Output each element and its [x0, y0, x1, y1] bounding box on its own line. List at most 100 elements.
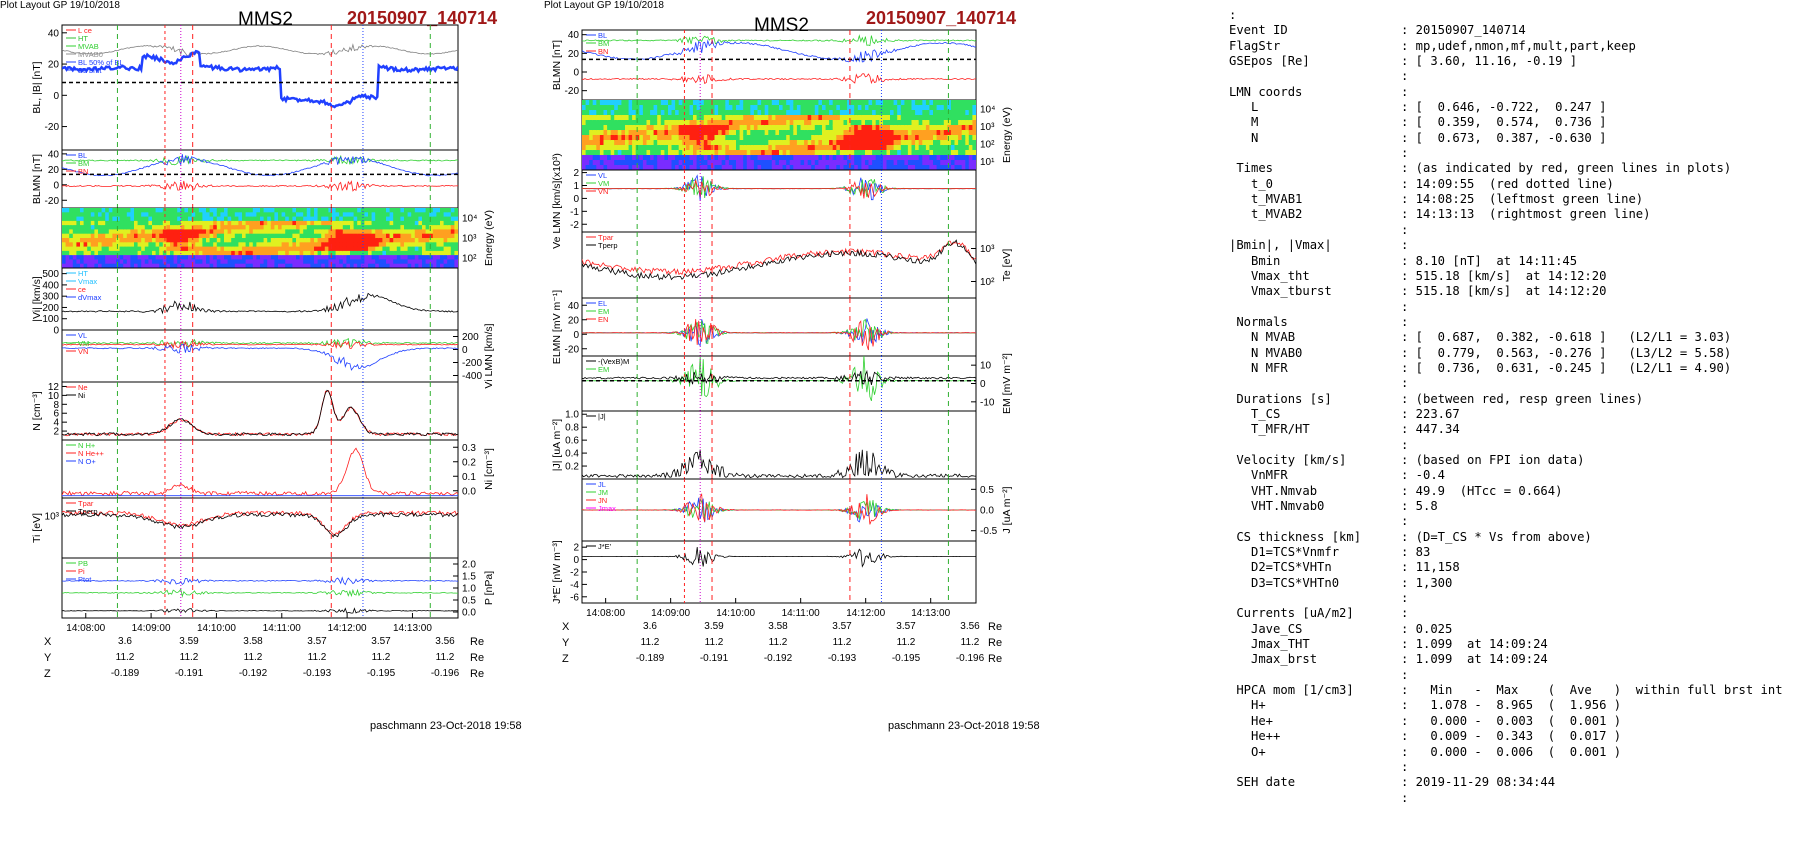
- spectrogram-cell: [173, 212, 178, 218]
- spectrogram-cell: [209, 220, 214, 226]
- series-line: [582, 449, 976, 479]
- spectrogram-cell: [141, 212, 146, 218]
- spectrogram-cell: [393, 263, 398, 268]
- spectrogram-cell: [454, 212, 458, 218]
- spectrogram-cell: [818, 140, 823, 146]
- spectrogram-cell: [882, 105, 888, 111]
- spectrogram-cell: [775, 155, 780, 161]
- spectrogram-cell: [299, 259, 304, 265]
- spectrogram-cell: [371, 208, 376, 213]
- spectrogram-cell: [332, 225, 337, 230]
- spectrogram-cell: [678, 150, 683, 156]
- spectrogram-cell: [116, 212, 121, 218]
- spectrogram-cell: [324, 238, 329, 243]
- spectrogram-cell: [227, 246, 232, 252]
- spectrogram-cell: [807, 165, 812, 170]
- spectrogram-cell: [335, 208, 340, 213]
- info-line: FlagStr: mp,udef,nmon,mf,mult,part,keep: [1229, 39, 1783, 54]
- spectrogram-cell: [861, 160, 866, 166]
- spectrogram-cell: [234, 250, 239, 256]
- spectrogram-cell: [589, 165, 594, 170]
- spectrogram-cell: [771, 130, 776, 136]
- spectrogram-cell: [764, 100, 769, 106]
- spectrogram-cell: [961, 125, 966, 131]
- spectrogram-cell: [180, 263, 185, 268]
- spectrogram-cell: [216, 208, 221, 213]
- spectrogram-cell: [940, 135, 945, 141]
- spectrogram-cell: [743, 105, 748, 111]
- spectrogram-cell: [897, 120, 902, 126]
- spectrogram-cell: [882, 135, 888, 141]
- spectrogram-cell: [868, 110, 873, 116]
- spectrogram-cell: [732, 100, 737, 106]
- spectrogram-cell: [170, 238, 175, 243]
- spectrogram-cell: [342, 255, 347, 260]
- spectrogram-cell: [646, 145, 651, 151]
- spectrogram-cell: [929, 140, 934, 146]
- spectrogram-cell: [393, 220, 398, 226]
- spectrogram-cell: [454, 255, 458, 260]
- spectrogram-cell: [836, 145, 841, 151]
- spectrogram-cell: [418, 229, 423, 235]
- spectrogram-cell: [270, 250, 275, 256]
- spectrogram-cell: [925, 165, 931, 170]
- spectrogram-cell: [342, 259, 347, 265]
- spectrogram-cell: [281, 250, 286, 256]
- spectrogram-cell: [847, 130, 852, 136]
- spectrogram-cell: [596, 165, 601, 170]
- spectrogram-cell: [98, 220, 103, 226]
- spectrogram-cell: [585, 110, 590, 116]
- spectrogram-cell: [779, 105, 784, 111]
- series-line: [62, 339, 458, 350]
- spectrogram-cell: [123, 229, 128, 235]
- spectrogram-cell: [317, 259, 322, 265]
- spectrogram-cell: [915, 165, 920, 170]
- spectrogram-cell: [429, 225, 434, 230]
- spectrogram-cell: [890, 140, 895, 146]
- spectrogram-cell: [642, 140, 648, 146]
- spectrogram-cell: [804, 125, 809, 131]
- spectrogram-cell: [152, 242, 157, 248]
- spectrogram-cell: [173, 250, 178, 256]
- spectrogram-cell: [753, 160, 759, 166]
- spectrogram-cell: [642, 135, 648, 141]
- spectrogram-cell: [822, 165, 827, 170]
- spectrogram-cell: [836, 125, 841, 131]
- spectrogram-cell: [968, 135, 973, 141]
- spectrogram-cell: [710, 155, 716, 161]
- spectrogram-cell: [847, 160, 852, 166]
- spectrogram-cell: [353, 242, 358, 248]
- spectrogram-cell: [116, 238, 121, 243]
- spectrogram-cell: [743, 115, 748, 121]
- spectrogram-cell: [252, 220, 257, 226]
- spectrogram-cell: [152, 238, 157, 243]
- spectrogram-cell: [961, 150, 966, 156]
- spectrogram-cell: [768, 125, 773, 131]
- info-line: t_MVAB2: 14:13:13 (rightmost green line): [1229, 207, 1783, 222]
- spectrogram-cell: [940, 140, 945, 146]
- spectrogram-cell: [180, 220, 185, 226]
- spectrogram-cell: [861, 125, 866, 131]
- spectrogram-cell: [789, 120, 794, 126]
- spectrogram-cell: [968, 160, 973, 166]
- spectrogram-cell: [664, 100, 669, 106]
- series-line: [62, 49, 458, 109]
- spectrogram-cell: [148, 250, 153, 256]
- spectrogram-cell: [779, 165, 784, 170]
- spectrogram-cell: [206, 229, 211, 235]
- spectrogram-cell: [126, 242, 131, 248]
- panel-R7: 1.00.80.60.40.2|J| [uA m⁻²]|J|: [551, 410, 977, 480]
- spectrogram-cell: [144, 263, 149, 268]
- info-line: Jave_CS: 0.025: [1229, 622, 1783, 637]
- spectrogram-cell: [432, 233, 437, 239]
- spectrogram-cell: [693, 120, 698, 126]
- spectrogram-cell: [350, 242, 355, 248]
- spectrogram-cell: [414, 225, 419, 230]
- spectrogram-cell: [872, 105, 877, 111]
- spectrogram-cell: [396, 242, 401, 248]
- spectrogram-cell: [950, 110, 956, 116]
- spectrogram-cell: [918, 140, 923, 146]
- spectrogram-cell: [80, 216, 85, 222]
- spectrogram-cell: [625, 110, 630, 116]
